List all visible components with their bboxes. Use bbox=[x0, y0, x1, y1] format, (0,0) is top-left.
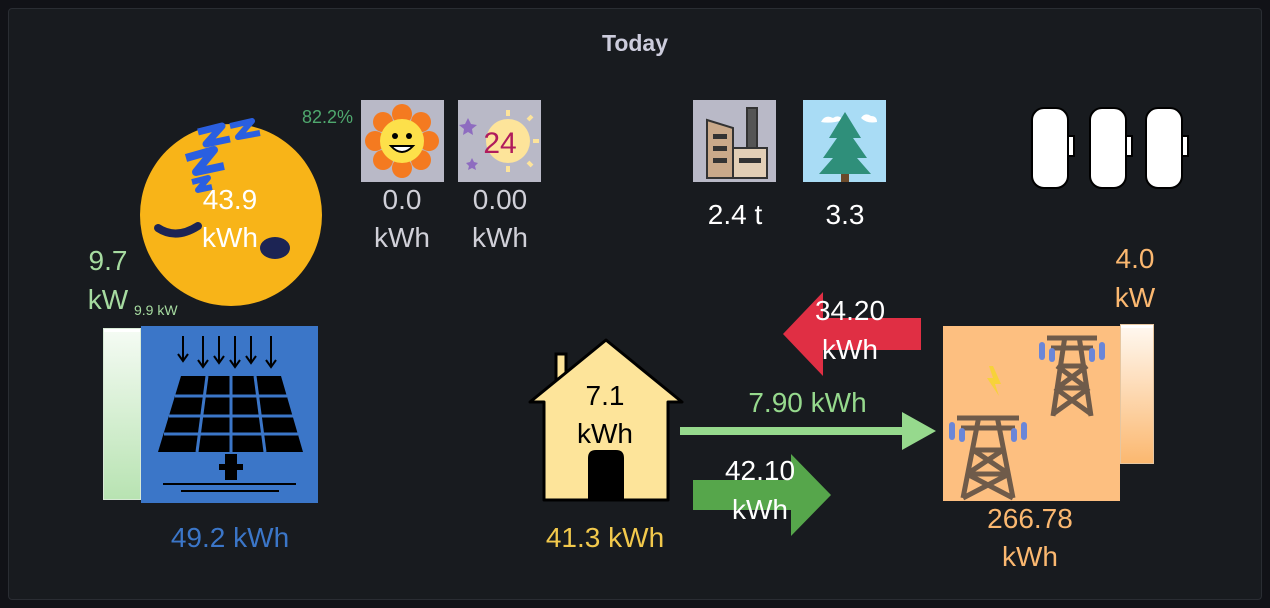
grid-energy-unit: kWh bbox=[1002, 541, 1058, 572]
panel-title: Today bbox=[601, 30, 669, 56]
day-night-icon: 24 bbox=[458, 100, 541, 182]
sleeping-emoji-icon bbox=[138, 118, 324, 308]
solar-to-grid-value: 7.90 kWh bbox=[748, 387, 867, 418]
battery-bank-icon bbox=[1030, 106, 1196, 190]
grid-to-house-unit: kWh bbox=[822, 334, 878, 365]
solar-power-peak: 9.9 kW bbox=[134, 302, 178, 318]
export-arrow bbox=[693, 454, 833, 536]
grid-power-gauge-fill bbox=[1121, 327, 1153, 463]
solar-power-unit: kW bbox=[87, 284, 129, 315]
solar-efficiency: 82.2% bbox=[302, 107, 354, 127]
house-power-value: 7.1 bbox=[585, 380, 625, 411]
grid-power-value: 4.0 bbox=[1115, 243, 1155, 274]
sun-energy-unit: kWh bbox=[374, 222, 430, 253]
grid-power-unit: kW bbox=[1114, 282, 1156, 313]
day-night-number: 24 bbox=[483, 127, 516, 160]
house-energy-total: 41.3 kWh bbox=[545, 522, 665, 553]
export-value: 42.10 bbox=[724, 455, 796, 486]
solar-power-gauge-fill bbox=[104, 332, 140, 499]
grid-energy-value: 266.78 bbox=[987, 503, 1073, 534]
house-icon bbox=[526, 334, 686, 504]
house-power-unit: kWh bbox=[577, 418, 633, 449]
export-unit: kWh bbox=[732, 494, 788, 525]
power-grid-tower-icon bbox=[943, 326, 1120, 501]
night-energy-value: 43.9 bbox=[202, 184, 258, 215]
trees-value: 3.3 bbox=[825, 199, 865, 230]
solar-power-value: 9.7 bbox=[88, 245, 128, 276]
tree-icon bbox=[803, 100, 886, 182]
daynight-energy-unit: kWh bbox=[472, 222, 528, 253]
sun-energy-value: 0.0 bbox=[382, 184, 422, 215]
solar-energy-total: 49.2 kWh bbox=[170, 522, 290, 553]
solar-power-gauge bbox=[103, 328, 141, 500]
factory-icon bbox=[693, 100, 776, 182]
daynight-energy-value: 0.00 bbox=[472, 184, 528, 215]
sun-icon bbox=[361, 100, 444, 182]
solar-panel-icon bbox=[141, 326, 318, 503]
grid-power-gauge bbox=[1120, 324, 1154, 464]
co2-value: 2.4 t bbox=[707, 199, 763, 230]
solar-to-grid-arrow bbox=[680, 410, 938, 452]
grid-to-house-arrow bbox=[783, 292, 923, 376]
grid-to-house-value: 34.20 bbox=[814, 295, 886, 326]
night-energy-unit: kWh bbox=[202, 222, 258, 253]
